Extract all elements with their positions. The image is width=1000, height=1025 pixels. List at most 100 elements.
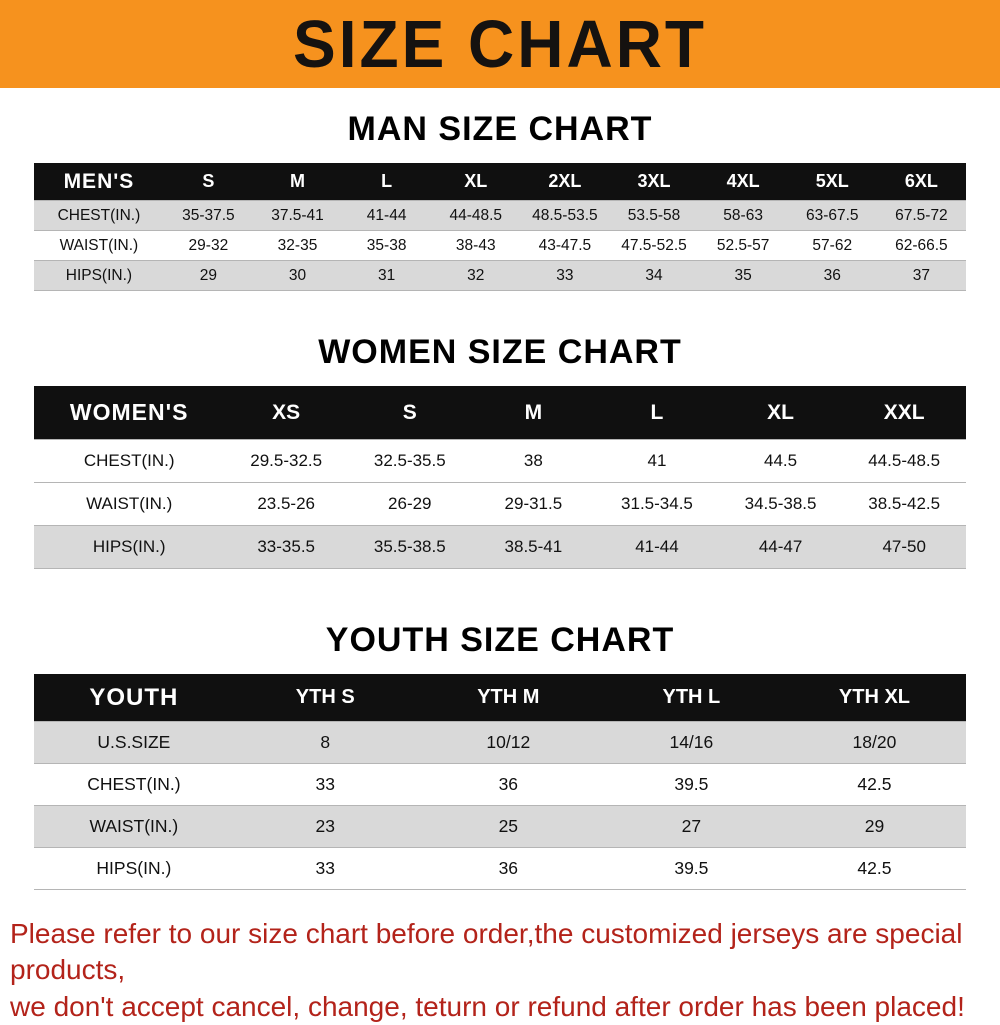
size-column-header: L [342,163,432,201]
size-value-cell: 53.5-58 [627,206,681,224]
table-row: WAIST(IN.) 23 25 27 29 [34,805,966,848]
size-value-cell: 35-38 [366,236,407,254]
measurement-row-label: CHEST(IN.) [87,774,181,794]
size-value-cell: 8 [320,732,331,752]
size-value-cell: 34 [645,266,663,284]
size-column-header: YTH S [233,674,417,722]
size-value-cell: 33 [556,266,574,284]
youth-chart-heading: YOUTH SIZE CHART [325,621,675,659]
size-column-header: YTH XL [782,674,966,722]
women-size-table: WOMEN'S XS S M L XL XXL CHEST(IN.) 29.5-32.5 32.5… [0,386,1000,569]
women-size-section: WOMEN SIZE CHART WOMEN'S XS S M L XL XXL CHEST(… [0,333,1000,569]
size-value-cell: 42.5 [857,858,892,878]
size-table: MEN'S S M L XL 2XL 3XL 4XL 5XL 6XL CHEST(IN.) 35-37… [34,163,966,291]
measurement-row-label: WAIST(IN.) [89,816,179,836]
size-value-cell: 37.5-41 [271,206,324,224]
size-value-cell: 29-31.5 [504,494,563,513]
size-value-cell: 32 [467,266,485,284]
size-column-header: YTH M [416,674,600,722]
measurement-row-label: CHEST(IN.) [83,451,175,470]
size-value-cell: 31 [378,266,396,284]
size-value-cell: 23 [315,816,335,836]
size-value-cell: 41-44 [366,206,407,224]
size-value-cell: 36 [498,774,519,794]
measurement-row-label: HIPS(IN.) [92,537,166,556]
size-value-cell: 33-35.5 [257,537,316,556]
size-value-cell: 44-48.5 [449,206,503,224]
size-table: WOMEN'S XS S M L XL XXL CHEST(IN.) 29.5-32.5 32.5… [34,386,966,569]
size-value-cell: 27 [681,816,702,836]
table-row: U.S.SIZE 8 10/12 14/16 18/20 [34,721,966,764]
table-header-row: YOUTH YTH S YTH M YTH L YTH XL [34,674,966,722]
size-value-cell: 58-63 [723,206,763,224]
size-value-cell: 47-50 [882,537,926,556]
notice-line-2: we don't accept cancel, change, teturn o… [10,990,965,1022]
size-value-cell: 25 [498,816,519,836]
table-header-row: MEN'S S M L XL 2XL 3XL 4XL 5XL 6XL [34,163,966,201]
notice-line-1: Please refer to our size chart before or… [10,918,963,986]
size-column-header: 4XL [698,163,788,201]
measurement-row-label: HIPS(IN.) [65,266,133,284]
table-corner-label: YOUTH [34,674,234,722]
size-column-header: L [595,386,719,440]
size-value-cell: 29.5-32.5 [250,451,323,470]
table-row: HIPS(IN.) 29 30 31 32 33 34 35 36 37 [34,260,966,291]
size-charts: MAN SIZE CHART MEN'S S M L XL 2XL 3XL 4XL 5XL 6XL… [0,110,1000,890]
size-value-cell: 10/12 [486,732,531,752]
table-header-row: WOMEN'S XS S M L XL XXL [34,386,966,440]
size-column-header: XL [431,163,521,201]
measurement-row-label: HIPS(IN.) [96,858,172,878]
size-table: YOUTH YTH S YTH M YTH L YTH XL U.S.SIZE 8 10/12… [34,674,966,890]
size-value-cell: 43-47.5 [538,236,592,254]
size-value-cell: 44.5-48.5 [868,451,941,470]
size-column-header: XS [224,386,348,440]
table-row: WAIST(IN.) 23.5-26 26-29 29-31.5 31.5-34.5 34… [34,482,966,526]
size-column-header: 2XL [520,163,610,201]
size-value-cell: 33 [315,774,335,794]
size-column-header: S [347,386,472,440]
size-value-cell: 14/16 [669,732,714,752]
table-row: CHEST(IN.) 33 36 39.5 42.5 [34,763,966,806]
size-column-header: M [471,386,596,440]
size-value-cell: 35.5-38.5 [373,537,446,556]
size-column-header: M [252,163,343,201]
size-value-cell: 38.5-41 [504,537,563,556]
size-value-cell: 26-29 [388,494,432,513]
size-value-cell: 37 [912,266,931,284]
youth-size-table: YOUTH YTH S YTH M YTH L YTH XL U.S.SIZE 8 10/12… [0,674,1000,890]
size-column-header: 3XL [609,163,699,201]
size-value-cell: 29-32 [188,236,229,254]
size-value-cell: 41 [647,451,667,470]
size-value-cell: 35-37.5 [182,206,235,224]
size-value-cell: 47.5-52.5 [621,236,687,254]
size-value-cell: 33 [315,858,335,878]
size-value-cell: 31.5-34.5 [621,494,693,513]
page-title: SIZE CHART [293,6,707,82]
size-value-cell: 57-62 [812,236,853,254]
size-value-cell: 42.5 [857,774,892,794]
size-value-cell: 18/20 [852,732,897,752]
youth-size-section: YOUTH SIZE CHART YOUTH YTH S YTH M YTH L YTH… [0,621,1000,890]
measurement-row-label: WAIST(IN.) [86,494,173,513]
size-value-cell: 48.5-53.5 [532,206,598,224]
table-row: WAIST(IN.) 29-32 32-35 35-38 38-43 43-47.5 47.… [34,230,966,261]
size-value-cell: 63-67.5 [805,206,859,224]
size-value-cell: 39.5 [674,858,709,878]
table-corner-label: MEN'S [34,163,164,201]
size-value-cell: 30 [288,266,307,284]
table-row: HIPS(IN.) 33 36 39.5 42.5 [34,847,966,890]
women-chart-heading: WOMEN SIZE CHART [318,333,682,371]
size-value-cell: 67.5-72 [895,206,948,224]
size-column-header: S [163,163,253,201]
table-row: CHEST(IN.) 35-37.5 37.5-41 41-44 44-48.5 48.5… [34,200,966,231]
size-column-header: XXL [842,386,966,440]
size-value-cell: 44-47 [758,537,803,556]
size-value-cell: 36 [498,858,519,878]
size-value-cell: 39.5 [674,774,709,794]
size-value-cell: 38 [523,451,543,470]
measurement-row-label: WAIST(IN.) [59,236,139,254]
size-value-cell: 52.5-57 [716,236,770,254]
size-column-header: XL [718,386,843,440]
man-chart-heading: MAN SIZE CHART [347,110,653,148]
size-value-cell: 23.5-26 [257,494,316,513]
